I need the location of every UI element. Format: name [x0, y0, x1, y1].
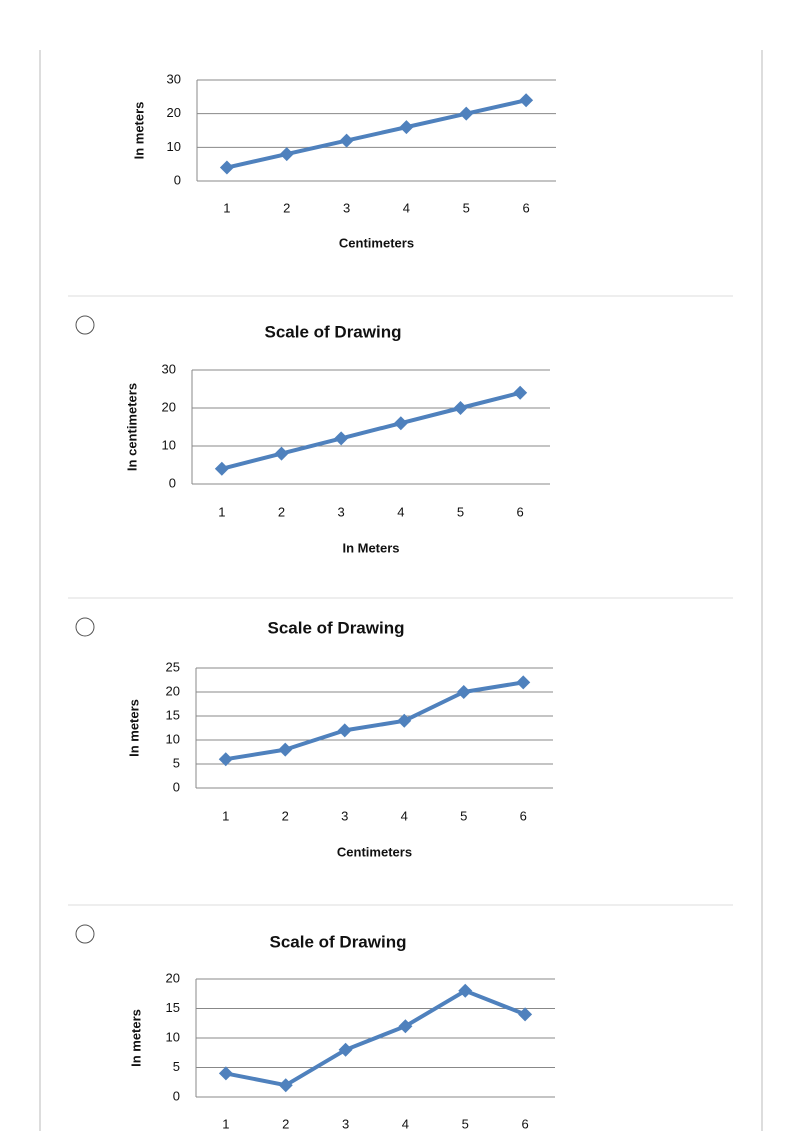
y-axis-title: In meters [126, 699, 141, 757]
x-tick-label: 2 [282, 808, 289, 823]
y-tick-label: 30 [162, 361, 176, 376]
data-marker [513, 385, 528, 400]
data-marker [518, 1007, 533, 1022]
x-tick-label: 4 [397, 504, 404, 519]
x-axis-title: Centimeters [337, 844, 412, 859]
data-marker [278, 1078, 293, 1093]
data-marker [278, 742, 293, 757]
x-tick-label: 6 [520, 808, 527, 823]
data-line [221, 390, 521, 471]
chart-title: Scale of Drawing [268, 618, 405, 637]
y-tick-label: 15 [166, 707, 180, 722]
y-tick-label: 20 [166, 970, 180, 985]
data-marker [279, 147, 294, 162]
data-marker [458, 983, 473, 998]
x-axis-title: In Meters [342, 540, 399, 555]
data-marker [398, 1019, 413, 1034]
x-tick-label: 3 [341, 808, 348, 823]
data-marker [519, 93, 534, 108]
y-tick-label: 0 [173, 779, 180, 794]
chart-title: Scale of Drawing [265, 322, 402, 341]
data-marker [219, 160, 234, 175]
x-tick-label: 5 [457, 504, 464, 519]
scroll-cover [0, 0, 800, 50]
y-tick-label: 10 [162, 437, 176, 452]
data-marker [337, 723, 352, 738]
y-tick-label: 30 [167, 71, 181, 86]
x-tick-label: 6 [522, 200, 529, 215]
data-marker [334, 431, 349, 446]
data-marker [274, 446, 289, 461]
x-tick-label: 6 [521, 1116, 528, 1131]
data-marker [459, 106, 474, 121]
x-tick-label: 3 [342, 1116, 349, 1131]
y-tick-label: 0 [173, 1088, 180, 1103]
data-marker [453, 401, 468, 415]
data-marker [516, 675, 531, 690]
data-marker [393, 416, 408, 431]
x-tick-label: 3 [338, 504, 345, 519]
x-tick-label: 4 [401, 808, 408, 823]
y-tick-label: 10 [166, 1029, 180, 1044]
data-marker [338, 1042, 353, 1057]
y-tick-label: 5 [173, 1059, 180, 1074]
y-axis-title: In meters [131, 102, 146, 160]
y-axis-title: In centimeters [124, 383, 139, 471]
x-tick-label: 3 [343, 200, 350, 215]
x-tick-label: 2 [282, 1116, 289, 1131]
data-marker [397, 713, 412, 728]
x-tick-label: 4 [403, 200, 410, 215]
x-tick-label: 1 [222, 1116, 229, 1131]
y-tick-label: 25 [166, 659, 180, 674]
x-tick-label: 4 [402, 1116, 409, 1131]
y-tick-label: 10 [166, 731, 180, 746]
y-tick-label: 5 [173, 755, 180, 770]
radio-button[interactable] [75, 617, 95, 637]
y-tick-label: 15 [166, 1000, 180, 1015]
x-tick-label: 1 [222, 808, 229, 823]
y-tick-label: 0 [169, 475, 176, 490]
x-tick-label: 1 [218, 504, 225, 519]
data-line [225, 988, 526, 1088]
y-tick-label: 20 [166, 683, 180, 698]
y-tick-label: 0 [174, 172, 181, 187]
data-marker [218, 1066, 233, 1081]
y-axis-title: In meters [128, 1009, 143, 1067]
x-tick-label: 6 [517, 504, 524, 519]
data-line [225, 680, 524, 762]
data-line [226, 98, 527, 170]
x-axis-title: Centimeters [339, 235, 414, 250]
radio-button[interactable] [75, 924, 95, 944]
x-tick-label: 5 [462, 1116, 469, 1131]
x-tick-label: 2 [278, 504, 285, 519]
data-marker [456, 685, 471, 699]
data-marker [399, 120, 414, 135]
chart-title: Scale of Drawing [270, 932, 407, 951]
data-marker [339, 133, 354, 148]
x-tick-label: 5 [460, 808, 467, 823]
x-tick-label: 1 [223, 200, 230, 215]
y-tick-label: 20 [167, 105, 181, 120]
data-marker [218, 752, 233, 767]
data-marker [214, 461, 229, 476]
y-tick-label: 20 [162, 399, 176, 414]
x-tick-label: 2 [283, 200, 290, 215]
y-tick-label: 10 [167, 139, 181, 154]
x-tick-label: 5 [463, 200, 470, 215]
radio-button[interactable] [75, 315, 95, 335]
